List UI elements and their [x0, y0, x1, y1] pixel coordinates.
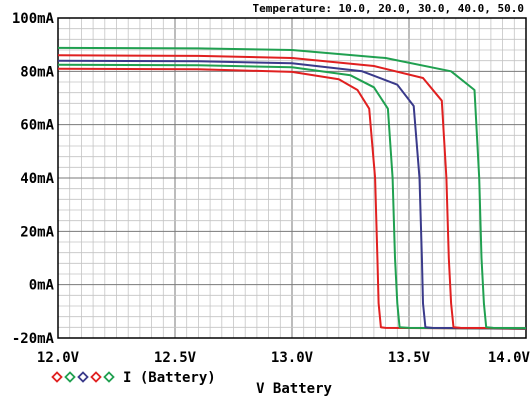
legend-diamond-marker [64, 371, 76, 383]
plot-frame [57, 17, 527, 339]
legend-diamond-marker [51, 371, 63, 383]
y-tick-label: -20mA [12, 331, 55, 347]
y-tick-label: 80mA [20, 64, 54, 80]
x-tick-label: 12.0V [37, 350, 80, 366]
legend-label: I (Battery) [123, 370, 216, 386]
series-line-4 [57, 54, 527, 330]
x-tick-label: 14.0V [488, 350, 531, 366]
series-line-3 [57, 59, 527, 330]
y-tick-label: 60mA [20, 118, 54, 134]
grid [57, 17, 527, 339]
y-tick-label: 20mA [20, 224, 54, 240]
x-tick-label: 13.5V [388, 350, 431, 366]
y-tick-label: 40mA [20, 171, 54, 187]
series-line-2 [57, 63, 527, 330]
temperature-header: Temperature: 10.0, 20.0, 30.0, 40.0, 50.… [252, 2, 524, 15]
legend-diamond-marker [77, 371, 89, 383]
legend-diamond-marker [103, 371, 115, 383]
series-line-1 [57, 67, 527, 330]
legend: I (Battery) [51, 370, 216, 386]
legend-diamond-marker [90, 371, 102, 383]
y-tick-label: 0mA [29, 278, 55, 294]
legend-markers [51, 371, 115, 383]
series-line-5 [57, 46, 527, 330]
x-tick-label: 13.0V [271, 350, 314, 366]
series-layer [57, 46, 527, 330]
tick-labels: 100mA 80mA 60mA 40mA 20mA 0mA -20mA 12.0V 12.5V 1… [12, 11, 531, 366]
x-axis-title: V Battery [256, 381, 332, 397]
x-tick-label: 12.5V [154, 350, 197, 366]
y-tick-label: 100mA [12, 11, 55, 27]
